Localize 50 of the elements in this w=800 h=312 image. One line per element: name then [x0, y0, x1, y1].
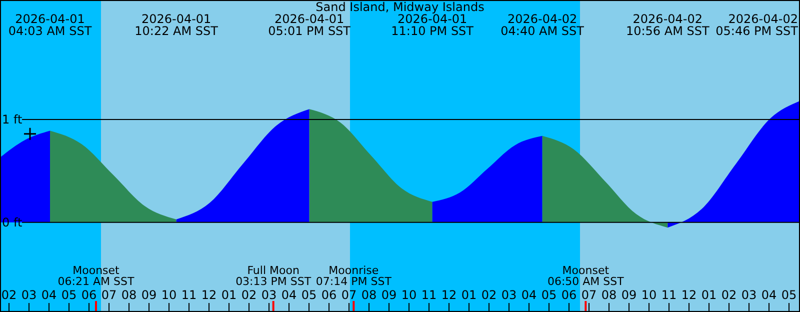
x-tick-label: 04	[281, 288, 297, 302]
x-tick-label: 08	[601, 288, 617, 302]
x-tick-label: 06	[81, 288, 97, 302]
x-tick-label: 05	[781, 288, 797, 302]
x-tick-label: 02	[1, 288, 17, 302]
annotation: 2026-04-02 10:56 AM SST	[626, 12, 710, 38]
annotation: 2026-04-01 11:10 PM SST	[391, 12, 474, 38]
x-tick-label: 09	[621, 288, 637, 302]
x-tick-label: 03	[261, 288, 277, 302]
annotation: 2026-04-02 04:40 AM SST	[500, 12, 585, 38]
x-tick-label: 01	[461, 288, 477, 302]
x-tick-label: 01	[221, 288, 237, 302]
x-tick-label: 03	[741, 288, 757, 302]
annotation: 2026-04-01 04:03 AM SST	[8, 12, 92, 38]
annotation: 2026-04-01 10:22 AM SST	[134, 12, 219, 38]
x-tick-label: 08	[361, 288, 377, 302]
x-tick-label: 11	[421, 288, 437, 302]
x-tick-label: 03	[21, 288, 37, 302]
annotation: 2026-04-02 05:46 PM SST	[716, 12, 799, 38]
x-tick-label: 01	[701, 288, 717, 302]
x-tick-label: 10	[401, 288, 417, 302]
annotation: Moonset 06:21 AM SST	[58, 264, 134, 288]
x-tick-label: 06	[561, 288, 577, 302]
x-tick-label: 05	[301, 288, 317, 302]
x-tick-label: 04	[41, 288, 57, 302]
y-tick-label: 1 ft	[2, 112, 22, 126]
x-tick-label: 10	[641, 288, 657, 302]
x-tick-label: 07	[101, 288, 117, 302]
x-tick-label: 02	[241, 288, 257, 302]
annotation: Full Moon 03:13 PM SST	[236, 264, 312, 288]
x-tick-label: 02	[721, 288, 737, 302]
x-tick-label: 11	[181, 288, 197, 302]
x-tick-label: 04	[521, 288, 537, 302]
x-tick-label: 08	[121, 288, 137, 302]
x-tick-label: 12	[201, 288, 217, 302]
x-tick-label: 12	[441, 288, 457, 302]
x-tick-label: 07	[581, 288, 597, 302]
x-tick-label: 09	[381, 288, 397, 302]
x-tick-label: 05	[61, 288, 77, 302]
x-tick-label: 10	[161, 288, 177, 302]
x-tick-label: 06	[321, 288, 337, 302]
x-tick-label: 03	[501, 288, 517, 302]
x-tick-label: 09	[141, 288, 157, 302]
x-tick-label: 12	[681, 288, 697, 302]
x-tick-label: 11	[661, 288, 677, 302]
x-tick-label: 05	[541, 288, 557, 302]
x-tick-label: 04	[761, 288, 777, 302]
x-tick-label: 02	[481, 288, 497, 302]
chart-title: Sand Island, Midway Islands	[316, 0, 484, 14]
annotation: Moonrise 07:14 PM SST	[316, 264, 392, 288]
